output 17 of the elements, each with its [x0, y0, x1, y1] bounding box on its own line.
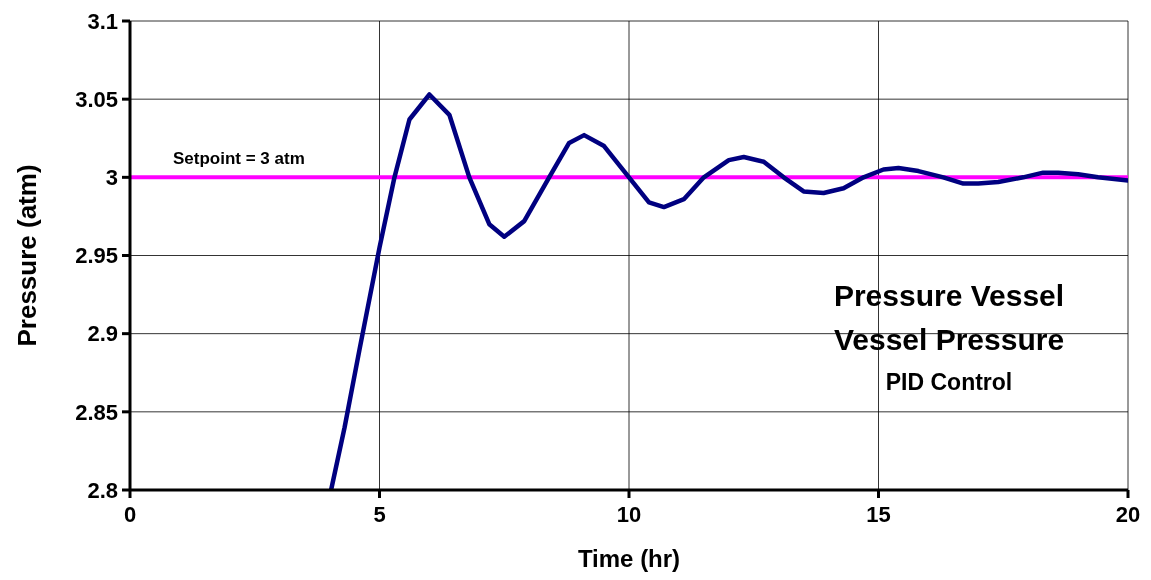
y-tick-label: 2.85: [75, 399, 118, 425]
x-tick-label: 10: [616, 502, 642, 527]
ref-line-label: Setpoint = 3 atm: [173, 149, 305, 169]
y-tick-label: 3.05: [75, 86, 118, 112]
annotation: PID Control: [885, 369, 1013, 395]
y-axis-title: Pressure (atm): [12, 164, 42, 347]
y-tick-label: 2.8: [87, 477, 118, 503]
x-axis-title: Time (hr): [577, 545, 681, 572]
y-tick-label: 3.1: [87, 8, 118, 34]
x-tick-label: 0: [123, 502, 137, 527]
y-tick-label: 3: [105, 165, 118, 191]
x-tick-label: 15: [866, 502, 891, 527]
y-tick-label: 2.9: [87, 321, 118, 347]
x-tick-label: 5: [373, 502, 386, 527]
line-series: [328, 92, 1128, 490]
y-tick-label: 2.95: [75, 243, 118, 269]
x-tick-label: 20: [1115, 502, 1141, 527]
